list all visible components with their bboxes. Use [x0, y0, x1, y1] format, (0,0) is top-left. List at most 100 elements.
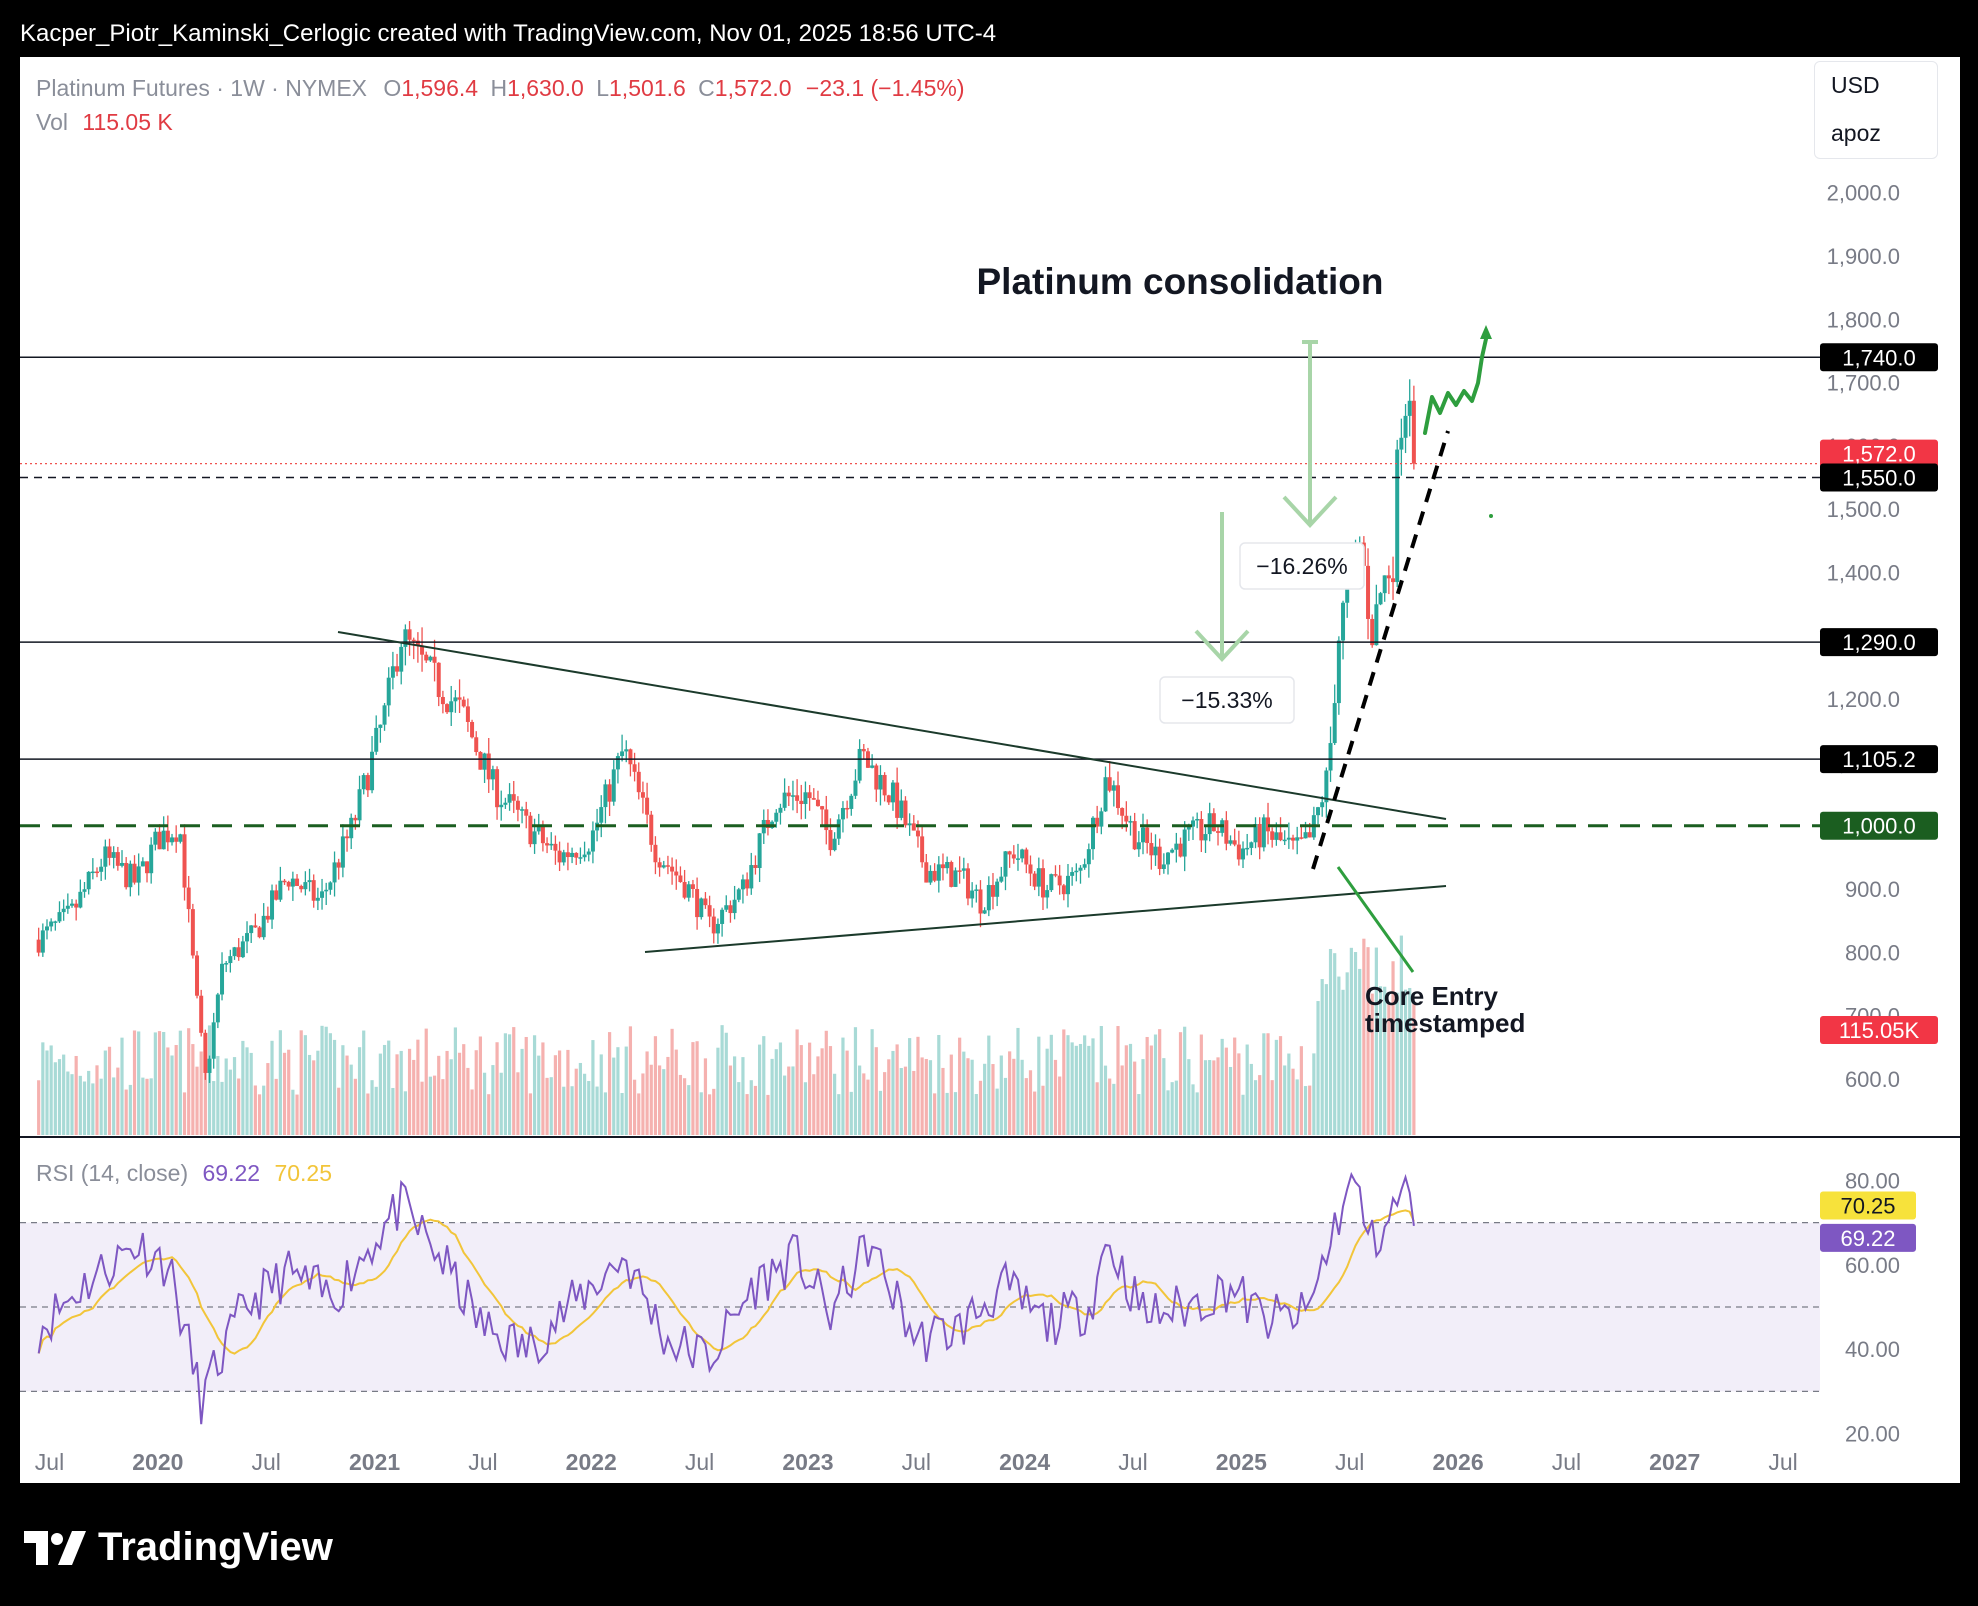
candle-body[interactable]	[1032, 873, 1037, 887]
candle-body[interactable]	[599, 807, 604, 823]
candle-body[interactable]	[1107, 777, 1112, 791]
candle-body[interactable]	[461, 699, 466, 707]
candle-body[interactable]	[624, 749, 629, 752]
candle-body[interactable]	[815, 799, 820, 807]
candle-body[interactable]	[570, 852, 575, 858]
candle-body[interactable]	[174, 837, 179, 842]
breakout-dashed-trendline[interactable]	[1311, 430, 1450, 870]
candle-body[interactable]	[215, 994, 220, 1023]
candle-body[interactable]	[1178, 843, 1183, 857]
candle-body[interactable]	[1203, 834, 1208, 841]
user-label[interactable]: apoz	[1831, 120, 1881, 146]
candle-body[interactable]	[1228, 840, 1233, 844]
candle-body[interactable]	[95, 871, 100, 874]
candle-body[interactable]	[257, 927, 262, 938]
candle-body[interactable]	[303, 882, 308, 890]
candle-body[interactable]	[686, 884, 691, 898]
candle-body[interactable]	[1057, 875, 1062, 886]
candle-body[interactable]	[224, 963, 229, 965]
rsi-ma-tag[interactable]	[1820, 1191, 1916, 1220]
candle-body[interactable]	[157, 831, 162, 850]
candle-body[interactable]	[682, 882, 687, 898]
candle-body[interactable]	[482, 753, 487, 770]
candle-body[interactable]	[1141, 827, 1146, 843]
candle-body[interactable]	[428, 656, 433, 661]
candle-body[interactable]	[720, 909, 725, 924]
candle-body[interactable]	[920, 836, 925, 863]
candle-body[interactable]	[545, 843, 550, 846]
candle-body[interactable]	[715, 923, 720, 934]
candle-body[interactable]	[886, 795, 891, 803]
candle-body[interactable]	[790, 795, 795, 797]
candle-body[interactable]	[890, 782, 895, 803]
candle-body[interactable]	[836, 819, 841, 839]
candle-body[interactable]	[1374, 604, 1379, 646]
candle-body[interactable]	[1170, 849, 1175, 853]
symbol-legend[interactable]: Platinum Futures · 1W · NYMEX O1,596.4 H…	[36, 75, 964, 102]
candle-body[interactable]	[1049, 874, 1054, 891]
candle-body[interactable]	[53, 921, 58, 923]
candle-body[interactable]	[940, 864, 945, 869]
candle-body[interactable]	[986, 885, 991, 911]
candle-body[interactable]	[1182, 829, 1187, 857]
candle-body[interactable]	[965, 868, 970, 899]
candle-body[interactable]	[732, 899, 737, 914]
candle-body[interactable]	[1045, 890, 1050, 898]
candle-body[interactable]	[578, 857, 583, 859]
candle-body[interactable]	[799, 800, 804, 805]
candle-body[interactable]	[1061, 885, 1066, 895]
candle-body[interactable]	[665, 865, 670, 867]
candle-body[interactable]	[695, 888, 700, 918]
candle-body[interactable]	[1040, 868, 1045, 898]
candle-body[interactable]	[1241, 848, 1246, 860]
candle-body[interactable]	[1161, 864, 1166, 869]
candle-body[interactable]	[870, 765, 875, 768]
candle-body[interactable]	[853, 780, 858, 796]
candle-body[interactable]	[436, 662, 441, 698]
candle-body[interactable]	[936, 864, 941, 881]
candle-body[interactable]	[511, 794, 516, 801]
candle-body[interactable]	[486, 753, 491, 780]
candle-body[interactable]	[274, 890, 279, 900]
candle-body[interactable]	[1324, 770, 1329, 803]
candle-body[interactable]	[515, 800, 520, 810]
candle-body[interactable]	[1124, 815, 1129, 822]
candle-body[interactable]	[536, 826, 541, 832]
price-level-tag[interactable]	[1820, 439, 1938, 468]
candle-body[interactable]	[753, 865, 758, 868]
candle-body[interactable]	[915, 830, 920, 837]
candle-body[interactable]	[361, 775, 366, 790]
candle-body[interactable]	[1015, 858, 1020, 860]
candle-body[interactable]	[82, 889, 87, 892]
candle-body[interactable]	[974, 889, 979, 891]
candle-body[interactable]	[1024, 849, 1029, 865]
candle-body[interactable]	[324, 889, 329, 892]
candle-body[interactable]	[199, 995, 204, 1033]
candle-body[interactable]	[140, 861, 145, 867]
candle-body[interactable]	[1261, 817, 1266, 848]
candle-body[interactable]	[674, 871, 679, 876]
candle-body[interactable]	[299, 885, 304, 890]
candle-body[interactable]	[1366, 565, 1371, 619]
candle-body[interactable]	[603, 784, 608, 808]
candle-body[interactable]	[653, 844, 658, 863]
candle-body[interactable]	[44, 926, 49, 931]
candle-body[interactable]	[1115, 785, 1120, 809]
candle-body[interactable]	[465, 706, 470, 722]
projected-price-path[interactable]	[1423, 337, 1488, 435]
candle-body[interactable]	[165, 830, 170, 843]
candle-body[interactable]	[620, 751, 625, 757]
candle-body[interactable]	[78, 891, 83, 908]
candle-body[interactable]	[332, 862, 337, 883]
candle-body[interactable]	[386, 677, 391, 706]
candle-body[interactable]	[49, 921, 54, 927]
candle-body[interactable]	[532, 831, 537, 845]
candle-body[interactable]	[328, 882, 333, 890]
candle-body[interactable]	[1257, 824, 1262, 848]
candle-body[interactable]	[115, 852, 120, 866]
candle-body[interactable]	[832, 838, 837, 851]
candle-body[interactable]	[1191, 820, 1196, 827]
candle-body[interactable]	[261, 915, 266, 938]
candle-body[interactable]	[1053, 874, 1058, 876]
candle-body[interactable]	[290, 878, 295, 887]
